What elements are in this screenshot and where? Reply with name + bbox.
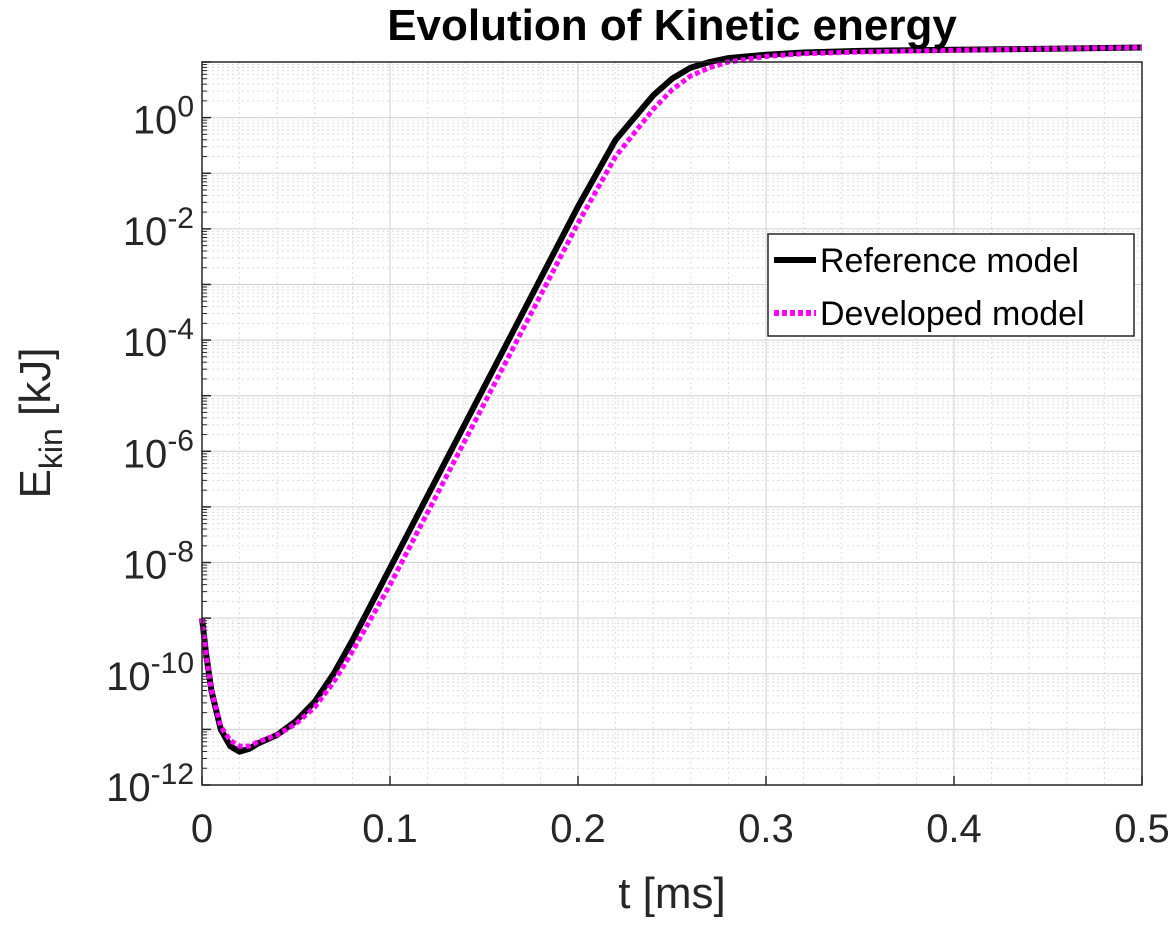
x-tick-label: 0 [191, 807, 213, 851]
y-tick-label: 10-8 [123, 536, 194, 588]
y-tick-labels: 10-12 10-10 10-8 10-6 10-4 10-2 100 [106, 91, 194, 810]
y-tick-label: 10-12 [106, 758, 194, 810]
y-tick-label: 10-6 [123, 424, 194, 476]
legend-label-developed: Developed model [820, 295, 1085, 333]
plot-background [202, 62, 1142, 785]
x-tick-label: 0.3 [738, 807, 794, 851]
y-axis-label-sub: kin [33, 428, 69, 469]
x-tick-label: 0.5 [1114, 807, 1170, 851]
y-tick-label: 10-10 [106, 647, 194, 699]
legend: Reference model Developed model [767, 233, 1135, 337]
y-axis-label-main: E [11, 469, 60, 498]
x-axis-label: t [ms] [618, 869, 726, 918]
series-line-developed [199, 45, 1143, 749]
series-layer [199, 44, 1143, 755]
x-tick-label: 0.4 [926, 807, 982, 851]
ticks [201, 61, 1143, 786]
plot-frame [201, 61, 1143, 786]
x-tick-label: 0.1 [362, 807, 418, 851]
chart-title: Evolution of Kinetic energy [387, 1, 957, 50]
y-axis-label-unit: [kJ] [11, 348, 60, 429]
x-tick-label: 0.2 [550, 807, 606, 851]
y-tick-label: 10-4 [123, 313, 194, 365]
svg-text:Ekin [kJ]: Ekin [kJ] [11, 348, 69, 499]
y-tick-label: 100 [133, 91, 194, 143]
y-tick-label: 10-2 [123, 202, 194, 254]
x-tick-labels: 0 0.1 0.2 0.3 0.4 0.5 [191, 807, 1170, 851]
y-axis-label: Ekin [kJ] [11, 348, 69, 499]
legend-box [767, 233, 1135, 337]
legend-label-reference: Reference model [820, 242, 1079, 280]
